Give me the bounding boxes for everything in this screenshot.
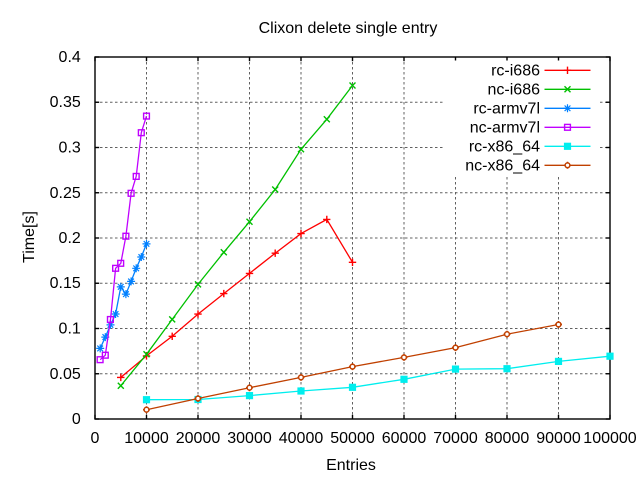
svg-text:nc-x86_64: nc-x86_64 xyxy=(465,157,540,174)
svg-text:40000: 40000 xyxy=(279,430,324,447)
svg-text:nc-armv7l: nc-armv7l xyxy=(470,119,540,136)
svg-text:30000: 30000 xyxy=(227,430,272,447)
svg-text:rc-i686: rc-i686 xyxy=(491,62,540,79)
svg-text:0.35: 0.35 xyxy=(50,94,81,111)
svg-text:10000: 10000 xyxy=(124,430,169,447)
svg-text:rc-x86_64: rc-x86_64 xyxy=(469,138,540,155)
svg-text:0.4: 0.4 xyxy=(59,49,81,66)
svg-text:100000: 100000 xyxy=(583,430,636,447)
svg-text:50000: 50000 xyxy=(330,430,375,447)
svg-text:0.05: 0.05 xyxy=(50,366,81,383)
svg-text:Clixon delete single entry: Clixon delete single entry xyxy=(259,20,438,37)
svg-text:rc-armv7l: rc-armv7l xyxy=(473,100,540,117)
svg-text:0.1: 0.1 xyxy=(59,321,81,338)
svg-text:0.15: 0.15 xyxy=(50,275,81,292)
svg-text:0.25: 0.25 xyxy=(50,185,81,202)
svg-text:70000: 70000 xyxy=(433,430,478,447)
svg-text:Time[s]: Time[s] xyxy=(21,211,38,263)
svg-text:0.2: 0.2 xyxy=(59,230,81,247)
svg-text:90000: 90000 xyxy=(536,430,581,447)
svg-text:80000: 80000 xyxy=(485,430,530,447)
svg-text:nc-i686: nc-i686 xyxy=(488,81,541,98)
svg-text:0: 0 xyxy=(72,411,81,428)
svg-text:0.3: 0.3 xyxy=(59,140,81,157)
svg-text:60000: 60000 xyxy=(382,430,427,447)
svg-text:Entries: Entries xyxy=(326,457,376,474)
svg-text:0: 0 xyxy=(91,430,100,447)
svg-text:20000: 20000 xyxy=(176,430,221,447)
